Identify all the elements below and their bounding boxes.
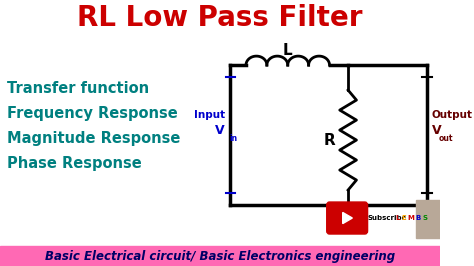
Text: Input: Input — [193, 110, 225, 120]
Text: Magnitude Response: Magnitude Response — [8, 131, 181, 146]
Text: V: V — [432, 124, 441, 136]
Text: B: B — [416, 215, 421, 221]
Text: Output: Output — [432, 110, 473, 120]
Text: V: V — [215, 124, 225, 136]
Text: Phase Response: Phase Response — [8, 156, 142, 171]
Text: L: L — [395, 215, 400, 221]
Text: Subscribe: Subscribe — [367, 215, 407, 221]
Text: in: in — [229, 134, 237, 143]
FancyBboxPatch shape — [327, 202, 367, 234]
Bar — [416, 200, 455, 238]
Text: out: out — [439, 134, 454, 143]
Text: Transfer function: Transfer function — [8, 81, 150, 95]
Text: R: R — [324, 132, 336, 148]
Text: RL Low Pass Filter: RL Low Pass Filter — [77, 4, 363, 32]
Text: E: E — [402, 215, 407, 221]
Text: S: S — [423, 215, 428, 221]
Text: M: M — [408, 215, 415, 221]
Text: L: L — [283, 43, 292, 58]
Polygon shape — [343, 213, 352, 224]
Bar — [0, 246, 440, 266]
Text: Frequency Response: Frequency Response — [8, 106, 178, 120]
Text: Basic Electrical circuit/ Basic Electronics engineering: Basic Electrical circuit/ Basic Electron… — [45, 250, 395, 263]
